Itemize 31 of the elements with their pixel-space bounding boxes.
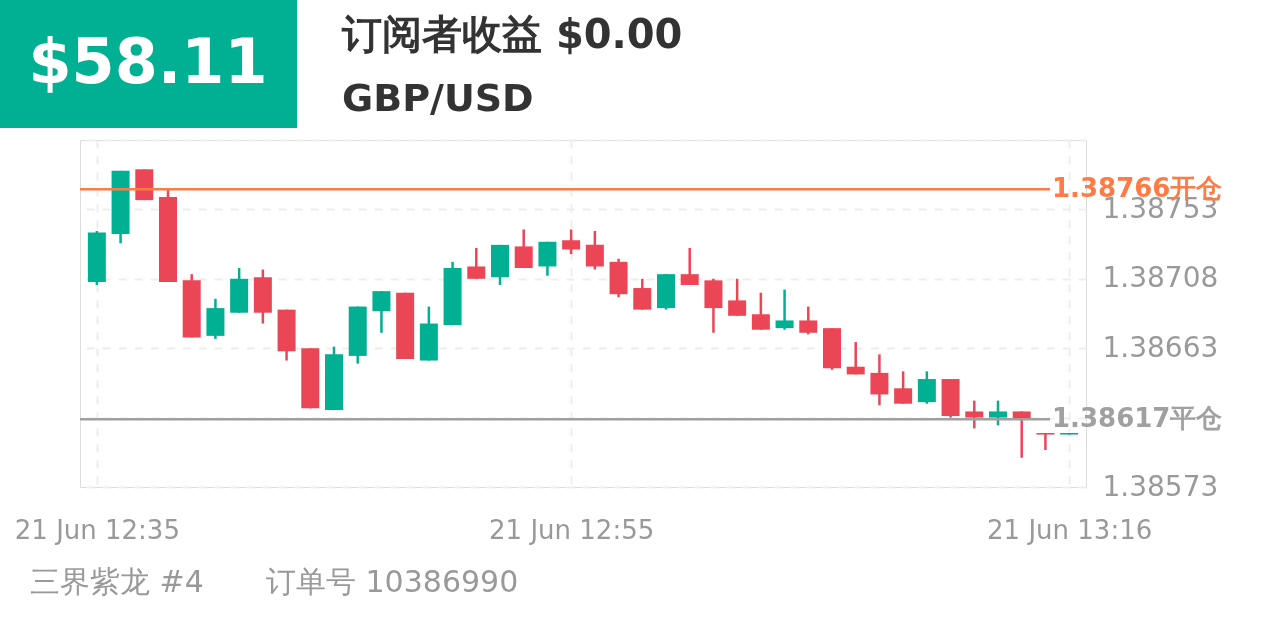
- x-tick-label: 21 Jun 13:16: [987, 514, 1153, 545]
- chart-title: 订阅者收益 $0.00: [341, 11, 683, 57]
- candlestick: [1036, 431, 1055, 452]
- x-tick-label: 21 Jun 12:35: [14, 514, 180, 545]
- candlestick: [680, 246, 699, 287]
- candlestick: [799, 305, 818, 336]
- candlestick: [989, 399, 1007, 427]
- y-tick-label: 1.38708: [1102, 261, 1219, 295]
- chart-subtitle: GBP/USD: [342, 76, 534, 120]
- x-tick-label: 21 Jun 12:55: [489, 514, 655, 545]
- y-tick-label: 1.38573: [1102, 469, 1219, 503]
- text: 三界紫龙 #4: [30, 564, 204, 599]
- candlestick: [894, 370, 913, 405]
- candlestick: [562, 228, 581, 256]
- text: $58.11: [28, 25, 268, 98]
- candlestick: [585, 229, 604, 271]
- candlestick: [467, 246, 486, 281]
- candlestick: [728, 277, 747, 318]
- candlestick: [372, 289, 391, 335]
- candlestick: [751, 291, 770, 331]
- candlestick: [633, 277, 652, 311]
- text: 订单号 10386990: [266, 564, 519, 599]
- candlestick: [1012, 410, 1031, 459]
- candlestick: [965, 399, 984, 430]
- candlestick: [846, 340, 865, 376]
- candlestick: [775, 288, 794, 331]
- candlestick: [917, 370, 936, 405]
- candlestick: [514, 228, 533, 270]
- ref-line-label: 1.38617平仓: [1052, 403, 1223, 434]
- y-tick-label: 1.38663: [1102, 330, 1219, 364]
- candlestick: [870, 353, 889, 407]
